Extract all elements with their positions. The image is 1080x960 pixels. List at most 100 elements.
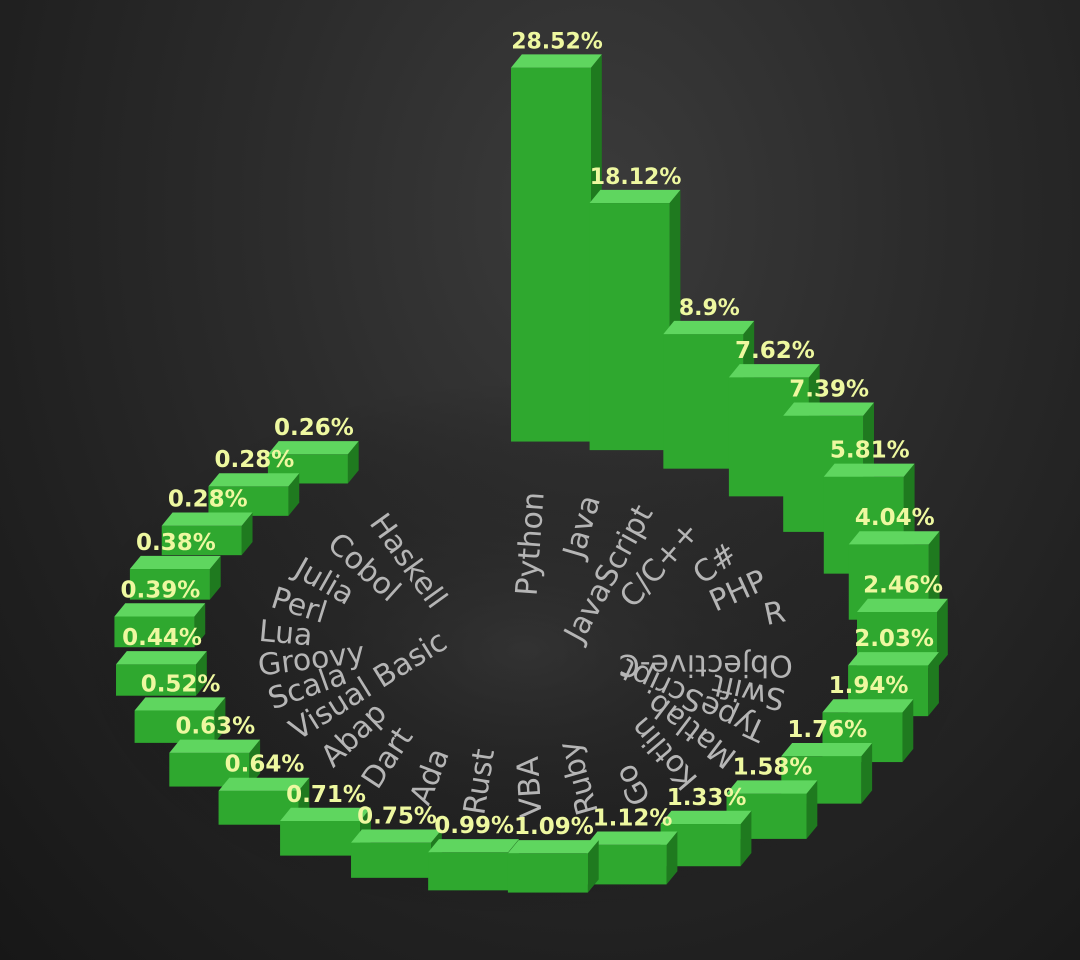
value-label: 0.44%: [122, 625, 202, 651]
value-label: 0.28%: [168, 487, 248, 513]
bar-front: [129, 569, 210, 600]
bar-front: [116, 664, 197, 696]
bar-top: [161, 512, 253, 526]
bar: [208, 473, 300, 516]
bar-top: [848, 652, 939, 666]
bar-top: [781, 742, 873, 757]
value-label: 1.58%: [733, 754, 813, 780]
bar-front: [428, 852, 509, 891]
value-label: 2.46%: [863, 573, 943, 599]
bar-top: [351, 829, 442, 843]
bar-front: [511, 67, 592, 442]
value-label: 18.12%: [590, 165, 682, 190]
bar-front: [351, 842, 432, 878]
value-label: 1.33%: [667, 785, 747, 811]
value-label: 1.94%: [829, 673, 909, 699]
bar-side: [241, 512, 253, 556]
bar-top: [208, 473, 300, 487]
bar-side: [902, 699, 914, 763]
value-label: 28.52%: [511, 29, 603, 54]
bar-side: [194, 603, 206, 648]
bar-front: [586, 844, 667, 885]
bar-side: [928, 531, 940, 620]
bar: [781, 742, 873, 804]
bar-top: [116, 651, 207, 665]
bar: [586, 831, 678, 885]
bar-top: [267, 441, 359, 455]
value-label: 7.62%: [735, 338, 815, 364]
bar-top: [218, 777, 310, 791]
bar-top: [823, 463, 915, 477]
bar-top: [428, 839, 519, 853]
value-labels-layer: 28.52% 18.12% 8.9% 7.62% 7.39% 5.81% 4.04% 2.46…: [121, 29, 943, 840]
bar-side: [288, 473, 300, 516]
bar-top: [726, 780, 818, 794]
bar: [507, 840, 599, 893]
bar-top: [589, 189, 681, 204]
bar-top: [783, 402, 875, 416]
value-label: 0.99%: [434, 813, 514, 839]
bar: [589, 189, 681, 451]
value-label: 1.09%: [514, 814, 594, 840]
bar-top: [856, 598, 948, 612]
value-label: 5.81%: [830, 438, 910, 464]
bar-front: [134, 710, 215, 743]
value-label: 0.26%: [274, 415, 354, 441]
bar-top: [114, 603, 206, 617]
bar-top: [507, 840, 599, 854]
bar-side: [214, 697, 226, 743]
bar-front: [161, 525, 242, 556]
bar-top: [848, 531, 940, 545]
bar-front: [114, 616, 195, 648]
bar-top: [660, 810, 752, 825]
bar-side: [861, 742, 873, 804]
bar-front: [208, 486, 289, 516]
category-label: VBA: [511, 755, 550, 819]
category-label: Lua: [257, 614, 313, 654]
bar-top: [511, 54, 602, 68]
value-label: 8.9%: [679, 296, 740, 321]
bar-top: [728, 364, 820, 378]
value-label: 0.63%: [175, 714, 255, 740]
bar-top: [134, 697, 226, 711]
bar: [134, 697, 226, 743]
bar-side: [806, 780, 818, 839]
value-label: 0.39%: [121, 577, 201, 603]
bar: [169, 739, 261, 787]
bar: [511, 54, 602, 442]
bar: [428, 839, 519, 891]
bar-top: [280, 807, 371, 821]
bar: [280, 807, 371, 856]
value-label: 0.38%: [136, 530, 216, 556]
bar-top: [169, 739, 261, 753]
bar: [129, 555, 221, 600]
bar-side: [209, 555, 221, 600]
value-label: 0.64%: [225, 752, 305, 778]
value-label: 4.04%: [855, 505, 935, 531]
category-label: Objective-C: [619, 647, 793, 683]
value-label: 7.39%: [789, 377, 869, 403]
bars-layer: [114, 54, 948, 893]
value-label: 0.75%: [357, 803, 437, 829]
bar: [114, 603, 206, 648]
value-label: 1.76%: [787, 717, 867, 743]
bar-side: [740, 810, 752, 867]
bar-side: [936, 598, 948, 668]
bar-top: [586, 831, 678, 845]
value-label: 1.12%: [593, 806, 673, 832]
value-label: 0.71%: [286, 782, 366, 808]
value-label: 0.52%: [141, 671, 221, 697]
bar-front: [507, 853, 588, 893]
bar-top: [663, 320, 755, 335]
bar-side: [347, 441, 359, 484]
bar-top: [822, 699, 914, 713]
bar-top: [129, 555, 221, 570]
bar-front: [589, 203, 670, 451]
bar-side: [666, 831, 678, 885]
bar-side: [249, 739, 261, 787]
bar: [116, 651, 207, 696]
bar-side: [928, 652, 939, 717]
bar-side: [587, 840, 599, 893]
